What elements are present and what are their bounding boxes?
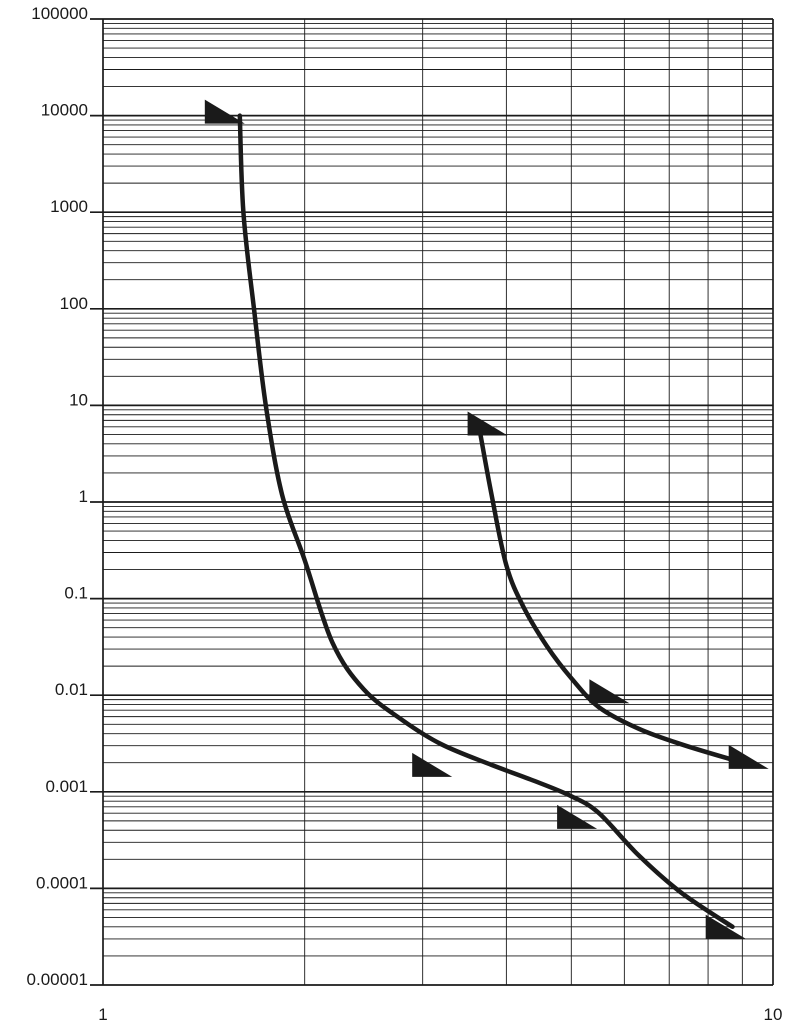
y-tick-label: 10 bbox=[69, 390, 88, 409]
y-tick-labels: 100000 10000 1000 100 10 1 0.1 0.01 0.001 0.0001 0… bbox=[27, 4, 88, 989]
x-tick-label: 1 bbox=[98, 1005, 107, 1024]
y-tick-label: 10000 bbox=[41, 101, 88, 120]
y-tick-label: 100 bbox=[60, 294, 88, 313]
x-tick-labels: 1 10 bbox=[98, 1005, 782, 1024]
arrowheads bbox=[204, 99, 769, 939]
arrowhead-marker bbox=[467, 411, 508, 436]
arrowhead-marker bbox=[557, 804, 598, 829]
curve-line bbox=[237, 113, 735, 930]
y-tick-label: 0.001 bbox=[45, 777, 88, 796]
arrowhead-marker bbox=[728, 744, 769, 769]
y-tick-label: 0.00001 bbox=[27, 970, 88, 989]
y-tick-label: 100000 bbox=[31, 4, 88, 23]
y-tick-label: 1 bbox=[79, 487, 88, 506]
arrowhead-marker bbox=[204, 99, 245, 124]
arrowhead-marker bbox=[705, 914, 746, 939]
y-tick-label: 0.1 bbox=[64, 584, 88, 603]
y-tick-label: 0.0001 bbox=[36, 873, 88, 892]
x-tick-label: 10 bbox=[764, 1005, 783, 1024]
curves bbox=[237, 113, 739, 930]
arrowhead-marker bbox=[412, 752, 453, 777]
curve-line bbox=[477, 428, 739, 763]
grid-lines bbox=[90, 18, 774, 986]
y-tick-label: 1000 bbox=[50, 197, 88, 216]
y-tick-label: 0.01 bbox=[55, 680, 88, 699]
arrowhead-marker bbox=[589, 679, 630, 704]
